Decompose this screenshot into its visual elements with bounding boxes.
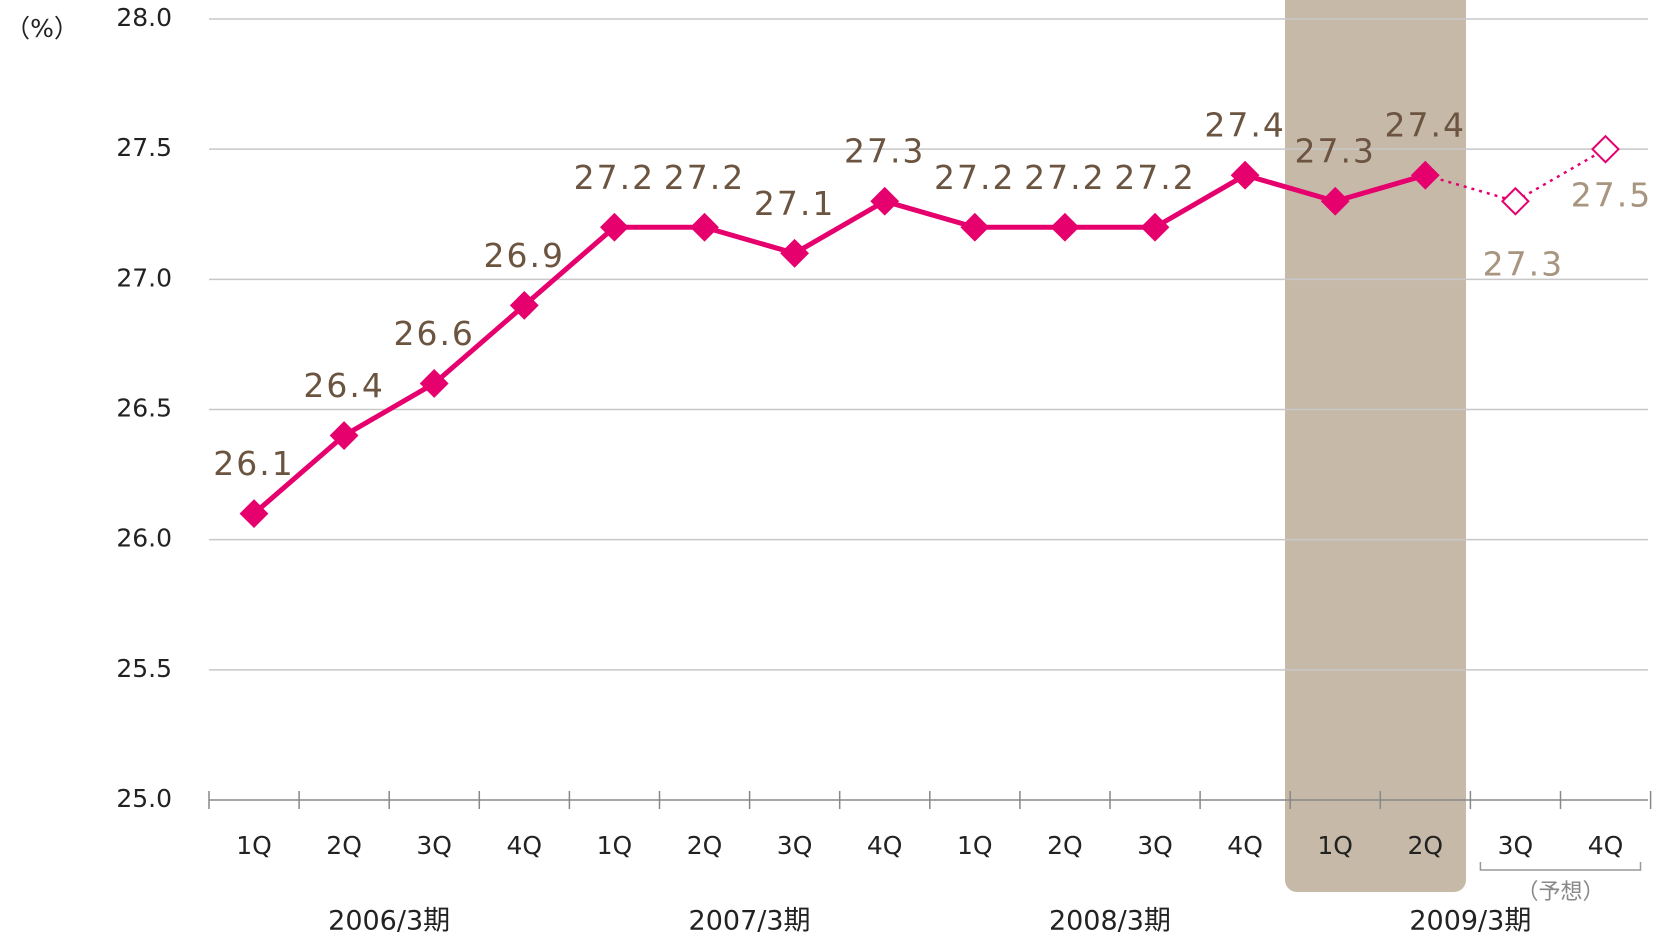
x-tick-label: 4Q: [867, 831, 903, 860]
data-label: 27.1: [754, 184, 835, 223]
marker: [239, 499, 269, 529]
marker: [1591, 134, 1620, 164]
data-label: 27.3: [844, 132, 925, 171]
x-tick-label: 1Q: [957, 831, 993, 860]
bracket: [1479, 862, 1642, 871]
data-label: 27.2: [1024, 158, 1105, 197]
x-tick-label: 1Q: [1317, 831, 1353, 860]
x-tick-label: 1Q: [597, 831, 633, 860]
highlight-band: [1285, 0, 1466, 892]
y-tick-label: 28.0: [116, 3, 172, 32]
marker: [1230, 160, 1260, 190]
data-label: 27.2: [934, 158, 1015, 197]
annotation: （予想）: [1516, 880, 1604, 905]
data-label: 27.5: [1571, 176, 1652, 215]
marker: [329, 421, 359, 450]
data-label: 27.2: [1114, 158, 1195, 197]
marker: [1140, 212, 1170, 242]
x-tick-label: 4Q: [507, 831, 543, 860]
x-tick-label: 3Q: [777, 831, 813, 860]
data-label: 26.4: [303, 366, 384, 405]
marker: [690, 212, 719, 242]
marker: [1410, 160, 1440, 190]
x-tick-label: 2Q: [326, 831, 362, 860]
data-label: 26.6: [393, 314, 474, 353]
y-tick-label: 26.0: [116, 524, 172, 553]
data-label: 27.2: [664, 158, 745, 197]
x-tick-label: 3Q: [1137, 831, 1173, 860]
series-line: [252, 172, 1426, 516]
x-tick-label: 3Q: [416, 831, 452, 860]
x-tick-label: 3Q: [1498, 831, 1534, 860]
marker: [599, 212, 629, 242]
x-tick-label: 2Q: [1408, 831, 1444, 860]
data-label: 27.4: [1385, 106, 1466, 145]
marker: [870, 186, 900, 216]
marker: [1500, 186, 1530, 216]
y-tick-label: 25.5: [116, 654, 172, 683]
group-label: 2007/3期: [689, 906, 811, 937]
x-tick-label: 4Q: [1588, 831, 1624, 860]
axis-label: （%）: [5, 14, 79, 43]
group-label: 2006/3期: [328, 906, 450, 937]
y-tick-label: 25.0: [116, 784, 172, 813]
y-tick-label: 27.0: [116, 263, 172, 292]
data-label: 27.3: [1294, 132, 1375, 171]
x-tick-label: 1Q: [236, 831, 272, 860]
data-label: 27.3: [1483, 245, 1564, 284]
data-label: 27.4: [1204, 106, 1285, 145]
marker: [509, 290, 539, 320]
marker: [780, 238, 810, 268]
data-label: 26.1: [213, 444, 294, 483]
marker: [419, 369, 449, 398]
data-label: 26.9: [484, 236, 565, 275]
y-tick-label: 26.5: [116, 394, 172, 423]
group-label: 2008/3期: [1049, 906, 1171, 937]
marker: [1050, 212, 1080, 242]
group-label: 2009/3期: [1409, 906, 1531, 937]
marker: [1320, 186, 1350, 216]
x-tick-label: 4Q: [1227, 831, 1263, 860]
series-line: [1514, 148, 1607, 203]
x-tick-label: 2Q: [687, 831, 723, 860]
data-label: 27.2: [574, 158, 655, 197]
y-tick-label: 27.5: [116, 133, 172, 162]
marker: [960, 212, 990, 242]
x-tick-label: 2Q: [1047, 831, 1083, 860]
